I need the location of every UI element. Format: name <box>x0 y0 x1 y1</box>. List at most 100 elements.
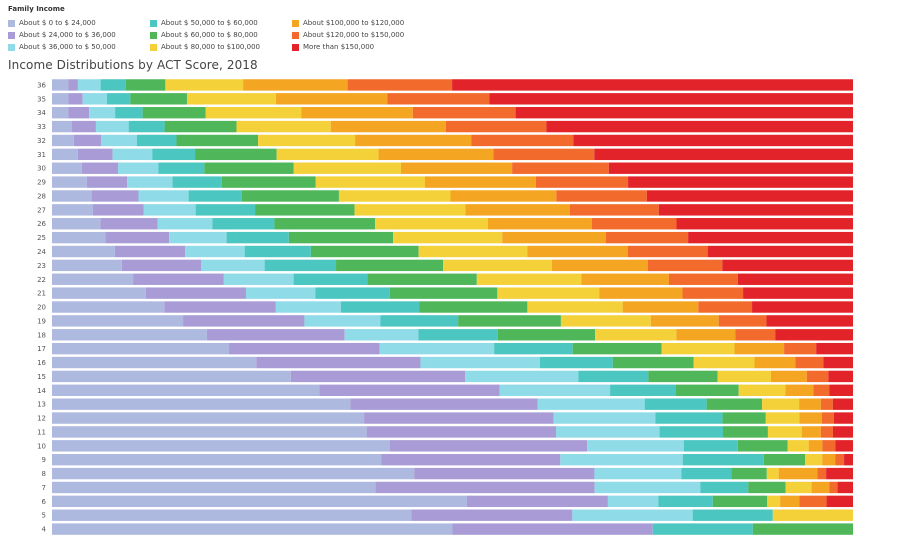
bar-segment[interactable] <box>105 231 170 244</box>
bar-segment[interactable] <box>169 231 227 244</box>
bar-segment[interactable] <box>205 107 302 119</box>
bar-segment[interactable] <box>176 134 259 147</box>
bar-segment[interactable] <box>255 204 355 216</box>
bar-segment[interactable] <box>414 467 595 480</box>
bar-segment[interactable] <box>52 190 92 202</box>
bar-segment[interactable] <box>52 426 367 438</box>
bar-segment[interactable] <box>115 107 143 119</box>
bar-segment[interactable] <box>466 495 608 508</box>
bar-segment[interactable] <box>778 467 818 480</box>
bar-segment[interactable] <box>367 273 477 285</box>
bar-segment[interactable] <box>766 467 779 480</box>
bar-segment[interactable] <box>805 454 823 466</box>
bar-segment[interactable] <box>628 176 853 188</box>
bar-segment[interactable] <box>315 176 425 188</box>
bar-segment[interactable] <box>130 93 187 105</box>
bar-segment[interactable] <box>52 259 122 272</box>
bar-segment[interactable] <box>738 384 786 396</box>
bar-segment[interactable] <box>835 440 853 452</box>
bar-segment[interactable] <box>52 412 365 424</box>
bar-segment[interactable] <box>340 301 420 313</box>
bar-segment[interactable] <box>195 204 256 216</box>
bar-segment[interactable] <box>698 301 753 313</box>
bar-segment[interactable] <box>806 370 829 383</box>
bar-segment[interactable] <box>780 495 800 508</box>
bar-segment[interactable] <box>243 79 348 91</box>
bar-segment[interactable] <box>143 204 196 216</box>
bar-segment[interactable] <box>599 287 683 299</box>
bar-segment[interactable] <box>734 342 785 355</box>
bar-segment[interactable] <box>658 495 713 508</box>
bar-segment[interactable] <box>183 315 305 327</box>
bar-segment[interactable] <box>366 426 557 438</box>
bar-segment[interactable] <box>587 440 684 452</box>
bar-segment[interactable] <box>775 329 853 341</box>
bar-segment[interactable] <box>244 245 311 258</box>
bar-segment[interactable] <box>737 273 853 285</box>
bar-segment[interactable] <box>275 93 388 105</box>
bar-segment[interactable] <box>829 481 838 494</box>
bar-segment[interactable] <box>752 301 853 313</box>
bar-segment[interactable] <box>748 481 786 494</box>
bar-segment[interactable] <box>344 329 419 341</box>
bar-segment[interactable] <box>688 231 853 244</box>
bar-segment[interactable] <box>443 259 552 272</box>
bar-segment[interactable] <box>646 190 853 202</box>
bar-segment[interactable] <box>767 426 802 438</box>
legend-item[interactable]: About $ 0 to $ 24,000 <box>8 18 96 28</box>
bar-segment[interactable] <box>452 523 653 535</box>
bar-segment[interactable] <box>52 495 467 508</box>
bar-segment[interactable] <box>608 162 853 174</box>
bar-segment[interactable] <box>594 148 853 161</box>
bar-segment[interactable] <box>52 79 69 91</box>
bar-segment[interactable] <box>556 190 647 202</box>
bar-segment[interactable] <box>95 120 129 133</box>
bar-segment[interactable] <box>315 287 390 299</box>
bar-segment[interactable] <box>527 245 628 258</box>
bar-segment[interactable] <box>682 287 744 299</box>
bar-segment[interactable] <box>591 218 677 230</box>
bar-segment[interactable] <box>766 315 853 327</box>
bar-segment[interactable] <box>52 481 376 494</box>
bar-segment[interactable] <box>226 231 289 244</box>
bar-segment[interactable] <box>301 107 413 119</box>
bar-segment[interactable] <box>569 204 659 216</box>
bar-segment[interactable] <box>820 426 833 438</box>
bar-segment[interactable] <box>164 120 237 133</box>
bar-segment[interactable] <box>68 79 78 91</box>
bar-segment[interactable] <box>767 495 781 508</box>
bar-segment[interactable] <box>52 148 78 161</box>
bar-segment[interactable] <box>493 148 595 161</box>
bar-segment[interactable] <box>497 329 596 341</box>
bar-segment[interactable] <box>572 509 693 521</box>
bar-segment[interactable] <box>502 231 606 244</box>
bar-segment[interactable] <box>52 440 390 452</box>
bar-segment[interactable] <box>823 356 853 369</box>
bar-segment[interactable] <box>82 93 107 105</box>
bar-segment[interactable] <box>389 440 588 452</box>
bar-segment[interactable] <box>319 384 500 396</box>
bar-segment[interactable] <box>393 231 503 244</box>
bar-segment[interactable] <box>465 370 579 383</box>
bar-segment[interactable] <box>661 342 735 355</box>
bar-segment[interactable] <box>784 342 817 355</box>
bar-segment[interactable] <box>712 495 768 508</box>
bar-segment[interactable] <box>452 79 853 91</box>
bar-segment[interactable] <box>527 301 623 313</box>
bar-segment[interactable] <box>133 273 224 285</box>
bar-segment[interactable] <box>489 93 853 105</box>
bar-segment[interactable] <box>52 467 415 480</box>
bar-segment[interactable] <box>52 315 184 327</box>
bar-segment[interactable] <box>535 176 629 188</box>
bar-segment[interactable] <box>612 356 694 369</box>
legend-item[interactable]: About $100,000 to $120,000 <box>292 18 404 28</box>
bar-segment[interactable] <box>288 231 394 244</box>
bar-segment[interactable] <box>655 412 723 424</box>
bar-segment[interactable] <box>826 495 853 508</box>
bar-segment[interactable] <box>378 148 494 161</box>
bar-segment[interactable] <box>487 218 592 230</box>
bar-segment[interactable] <box>221 176 316 188</box>
bar-segment[interactable] <box>274 218 376 230</box>
bar-segment[interactable] <box>700 481 749 494</box>
bar-segment[interactable] <box>52 245 115 258</box>
